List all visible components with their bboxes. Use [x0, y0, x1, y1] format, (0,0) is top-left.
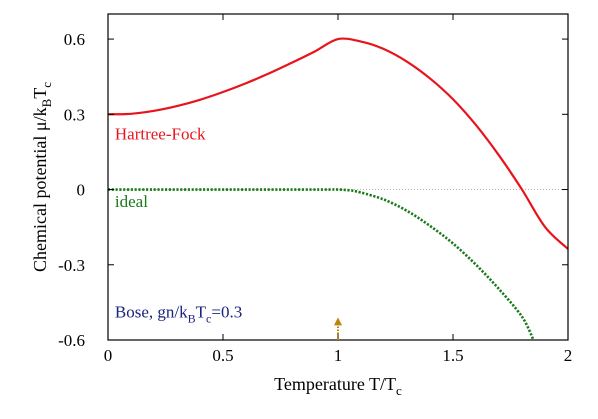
annotation-layer: Hartree-Fock ideal Bose, gn/kBTc=0.3	[115, 124, 342, 340]
series-layer	[108, 37, 568, 340]
series-ideal-line	[108, 188, 535, 340]
y-axis-title: Chemical potential μ/kBTc	[30, 82, 54, 272]
tick-layer: 0 0.5 1 1.5 2 -0.6 -0.3 0 0.3 0.6	[58, 14, 572, 365]
label-ideal: ideal	[115, 192, 148, 211]
arrow-head-icon	[334, 317, 342, 326]
series-hartree-fock-line	[108, 37, 568, 250]
y-tick-label: 0.6	[64, 30, 85, 49]
y-tick-label: -0.6	[58, 331, 85, 350]
plot-frame	[107, 13, 569, 341]
x-tick-label: 0	[104, 346, 113, 365]
x-tick-label: 1.5	[442, 346, 463, 365]
axis-title-layer: Temperature T/Tc Chemical potential μ/kBT…	[30, 82, 402, 398]
x-tick-label: 0.5	[212, 346, 233, 365]
label-bose: Bose, gn/kBTc=0.3	[115, 302, 242, 325]
x-tick-label: 1	[334, 346, 343, 365]
label-hartree-fock: Hartree-Fock	[115, 124, 206, 143]
plot-border	[107, 13, 569, 341]
y-tick-label: -0.3	[58, 256, 85, 275]
x-tick-label: 2	[564, 346, 573, 365]
y-tick-label: 0	[77, 181, 86, 200]
y-tick-label: 0.3	[64, 105, 85, 124]
x-axis-title: Temperature T/Tc	[274, 374, 402, 398]
